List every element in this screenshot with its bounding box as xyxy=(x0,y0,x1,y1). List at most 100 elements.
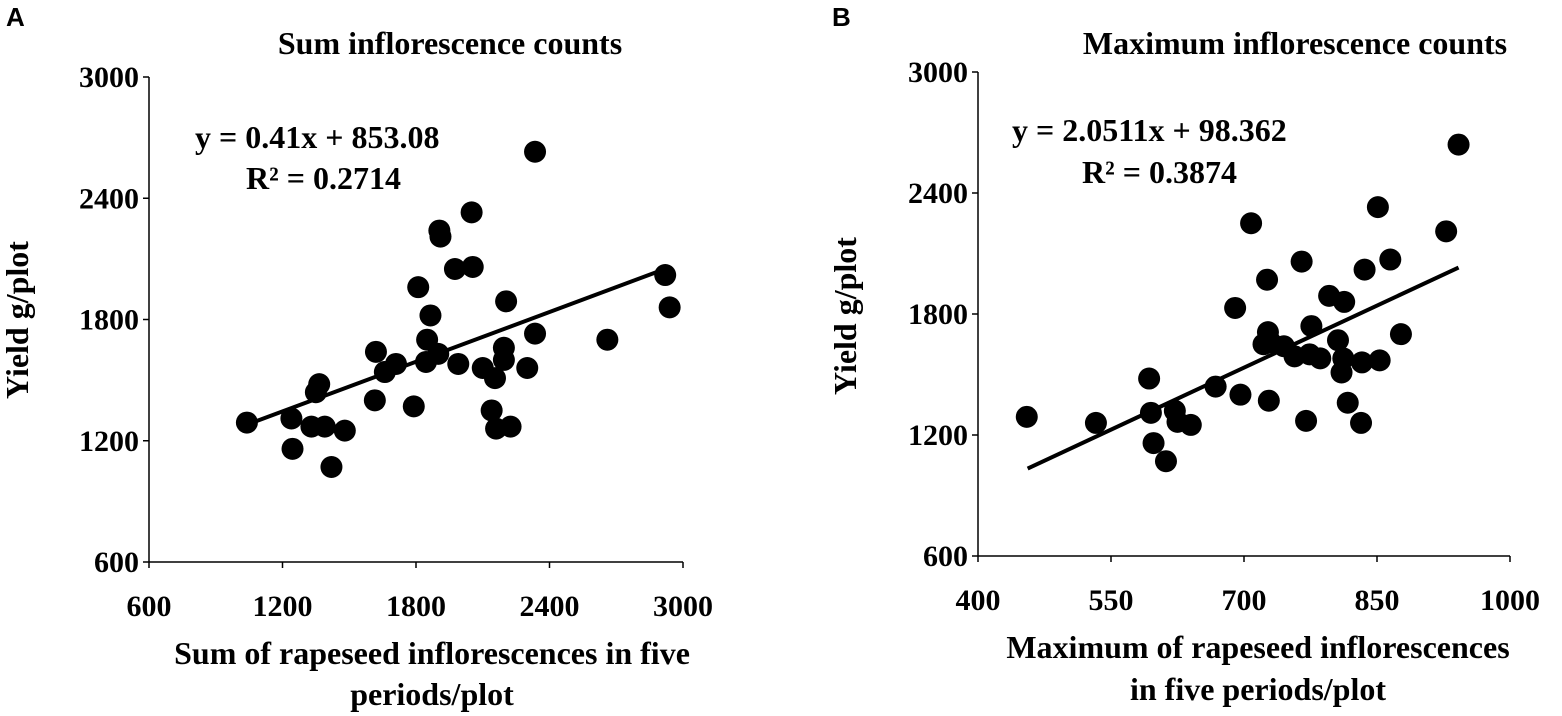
panel-b-x-ticks: 400 550 700 850 1000 xyxy=(956,556,1540,617)
panel-a-data-point xyxy=(281,437,304,460)
panel-a-trend-group xyxy=(247,268,663,427)
panel-a-trend-line xyxy=(247,268,663,427)
panel-a-data-point xyxy=(429,225,452,248)
panel-a-y-tick-label: 1200 xyxy=(79,425,139,458)
panel-b-data-point xyxy=(1290,250,1313,273)
panel-a-y-axis-title: Yield g/plot xyxy=(0,241,35,399)
panel-b-x-tick-label: 400 xyxy=(956,584,1001,617)
panel-b-data-point xyxy=(1257,389,1280,412)
panel-b-y-axis-title: Yield g/plot xyxy=(827,237,863,395)
panel-b-y-tick-label: 3000 xyxy=(908,56,968,89)
panel-a-data-point xyxy=(654,264,677,287)
panel-b-y-tick-label: 600 xyxy=(923,540,968,573)
panel-b-data-point xyxy=(1350,351,1373,374)
panel-b-trend-group xyxy=(1026,265,1460,471)
panel-a-data-point xyxy=(443,257,466,280)
panel-b-data-point xyxy=(1084,411,1107,434)
panel-a-data-point xyxy=(402,395,425,418)
panel-a-data-point xyxy=(235,411,258,434)
panel-a-y-ticks: 600 1200 1800 2400 3000 xyxy=(79,61,149,579)
panel-b-data-point xyxy=(1435,220,1458,243)
panel-a-x-tick-label: 600 xyxy=(127,590,172,623)
panel-a-x-tick-label: 3000 xyxy=(653,590,713,623)
panel-b-data-point xyxy=(1229,383,1252,406)
panel-a-y-tick-label: 2400 xyxy=(79,182,139,215)
panel-b-data-point xyxy=(1204,375,1227,398)
panel-b-data-point xyxy=(1353,258,1376,281)
panel-a-equation: y = 0.41x + 853.08 xyxy=(195,119,439,155)
panel-b-data-point xyxy=(1336,391,1359,414)
panel-b: B Maximum inflorescence counts y = 2.051… xyxy=(827,2,1540,707)
panel-b-data-point xyxy=(1240,212,1263,235)
panel-a-data-point xyxy=(524,140,547,163)
panel-b-title: Maximum inflorescence counts xyxy=(1083,25,1507,61)
panel-b-data-point xyxy=(1179,413,1202,436)
panel-b-data-point xyxy=(1138,367,1161,390)
panel-b-data-point xyxy=(1366,196,1389,219)
panel-b-y-tick-label: 1800 xyxy=(908,298,968,331)
panel-a-data-point xyxy=(364,340,387,363)
panel-a-data-point xyxy=(280,407,303,430)
panel-a-x-axis-title-line1: Sum of rapeseed inflorescences in five xyxy=(174,635,690,671)
panel-a-label: A xyxy=(6,2,25,32)
panel-a-x-ticks: 600 1200 1800 2400 3000 xyxy=(127,562,713,623)
panel-a-x-tick-label: 2400 xyxy=(520,590,580,623)
panel-a-data-point xyxy=(524,322,547,345)
panel-b-data-point xyxy=(1350,411,1373,434)
panel-a-data-point xyxy=(407,276,430,299)
panel-a-data-point xyxy=(596,328,619,351)
panel-b-data-point xyxy=(1368,349,1391,372)
panel-a-data-point xyxy=(333,419,356,442)
panel-b-x-tick-label: 850 xyxy=(1355,584,1400,617)
panel-a-data-point xyxy=(460,201,483,224)
panel-a-x-tick-label: 1800 xyxy=(386,590,446,623)
panel-a-x-axis-title-line2: periods/plot xyxy=(350,676,514,712)
panel-a-y-tick-label: 1800 xyxy=(79,304,139,337)
panel-a-y-tick-label: 600 xyxy=(94,546,139,579)
panel-b-data-point xyxy=(1142,432,1165,455)
panel-b-data-point xyxy=(1295,409,1318,432)
panel-b-x-tick-label: 1000 xyxy=(1480,584,1540,617)
panel-a-data-point xyxy=(363,389,386,412)
panel-b-data-point xyxy=(1333,290,1356,313)
panel-a-x-tick-label: 1200 xyxy=(253,590,313,623)
panel-a-data-point xyxy=(483,367,506,390)
panel-a-data-point xyxy=(320,456,343,479)
panel-b-data-point xyxy=(1015,405,1038,428)
panel-b-data-point xyxy=(1326,329,1349,352)
panel-a-data-point xyxy=(313,415,336,438)
panel-b-x-tick-label: 700 xyxy=(1222,584,1267,617)
panel-a-r-squared: R² = 0.2714 xyxy=(246,160,401,196)
panel-b-y-tick-label: 1200 xyxy=(908,419,968,452)
panel-b-label: B xyxy=(832,2,851,32)
panel-a-data-point xyxy=(461,255,484,278)
panel-b-r-squared: R² = 0.3874 xyxy=(1082,154,1237,190)
panel-b-points xyxy=(1015,133,1470,473)
panel-b-x-axis-title-line1: Maximum of rapeseed inflorescences xyxy=(1006,629,1509,665)
panel-a-data-point xyxy=(480,399,503,422)
panel-b-data-point xyxy=(1379,248,1402,271)
panel-a-data-point xyxy=(308,373,331,396)
panel-a-y-tick-label: 3000 xyxy=(79,61,139,94)
panel-b-y-tick-label: 2400 xyxy=(908,177,968,210)
panel-b-trend-line xyxy=(1026,265,1460,471)
panel-a-data-point xyxy=(447,352,470,375)
panel-b-y-ticks: 600 1200 1800 2400 3000 xyxy=(908,56,978,573)
panel-a-data-point xyxy=(658,296,681,319)
panel-a-title: Sum inflorescence counts xyxy=(278,25,622,61)
panel-a-data-point xyxy=(499,415,522,438)
panel-a-data-point xyxy=(492,336,515,359)
panel-b-x-tick-label: 550 xyxy=(1089,584,1134,617)
panel-b-x-axis-title-line2: in five periods/plot xyxy=(1130,671,1386,707)
panel-b-data-point xyxy=(1332,347,1355,370)
panel-b-data-point xyxy=(1389,323,1412,346)
panel-a-data-point xyxy=(495,290,518,313)
panel-b-data-point xyxy=(1447,133,1470,156)
panel-a-data-point xyxy=(516,357,539,379)
panel-b-data-point xyxy=(1224,296,1247,319)
panel-b-equation: y = 2.0511x + 98.362 xyxy=(1012,112,1287,148)
panel-b-data-point xyxy=(1256,268,1279,291)
panel-a-data-point xyxy=(419,304,442,327)
panel-b-data-point xyxy=(1154,450,1177,473)
